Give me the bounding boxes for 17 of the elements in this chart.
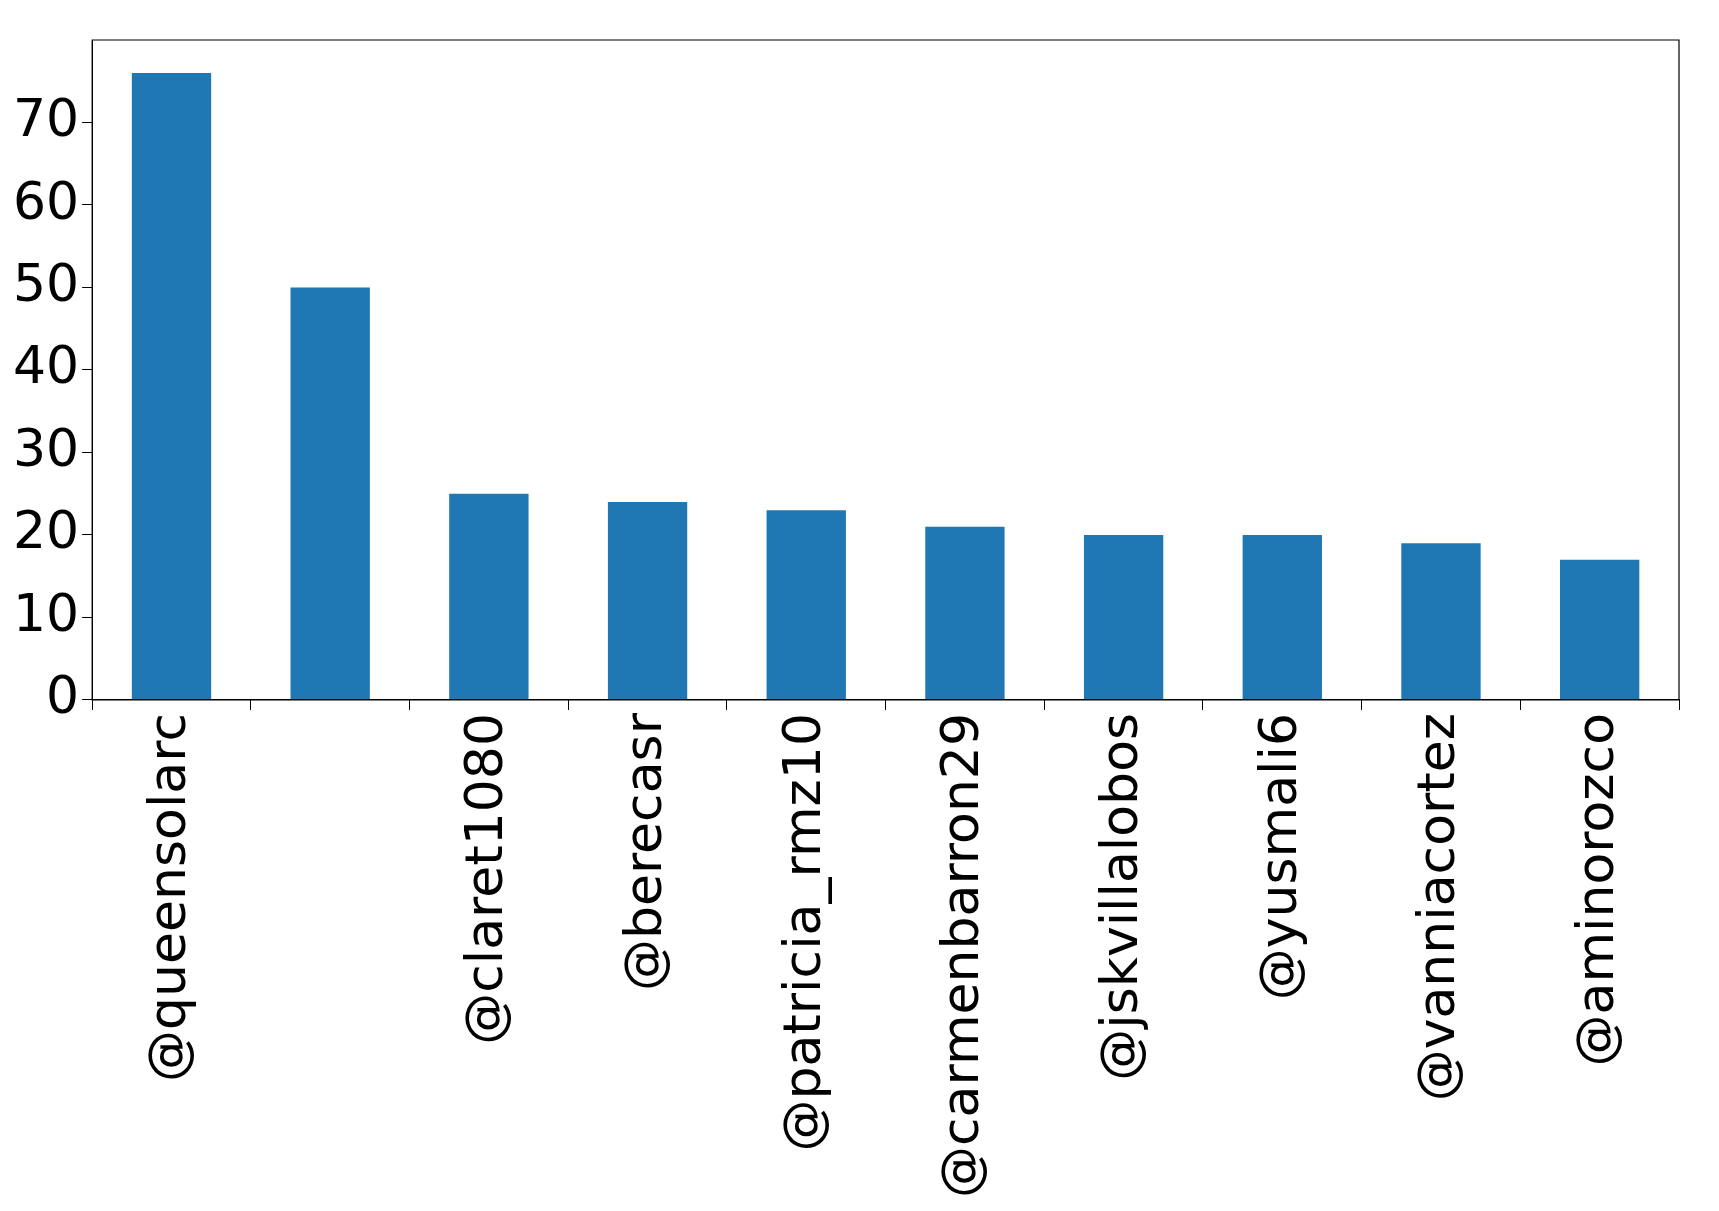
x-tick-label: @jskvillalobos <box>1089 712 1150 1081</box>
y-tick-label: 0 <box>46 665 80 726</box>
x-tick-label: @berecasr <box>613 712 674 992</box>
y-tick-label: 70 <box>13 88 80 149</box>
y-tick-label: 20 <box>13 500 80 561</box>
y-tick-label: 10 <box>13 582 80 643</box>
x-tick-label: @yusmali6 <box>1247 712 1308 1001</box>
y-tick-label: 50 <box>13 253 80 313</box>
x-tick-label: @carmenbarron29 <box>930 712 991 1199</box>
y-tick-label: 60 <box>13 170 80 231</box>
x-tick-label: @queensolarc <box>137 712 198 1082</box>
x-tick-label: @aminorozco <box>1565 712 1626 1067</box>
y-tick-label: 40 <box>13 335 80 396</box>
x-tick-label: @vanniacortez <box>1406 712 1467 1102</box>
x-tick-label: @claret1080 <box>454 712 515 1045</box>
y-tick-label: 30 <box>13 417 80 478</box>
x-tick-label: @patricia_rmz10 <box>771 712 832 1152</box>
